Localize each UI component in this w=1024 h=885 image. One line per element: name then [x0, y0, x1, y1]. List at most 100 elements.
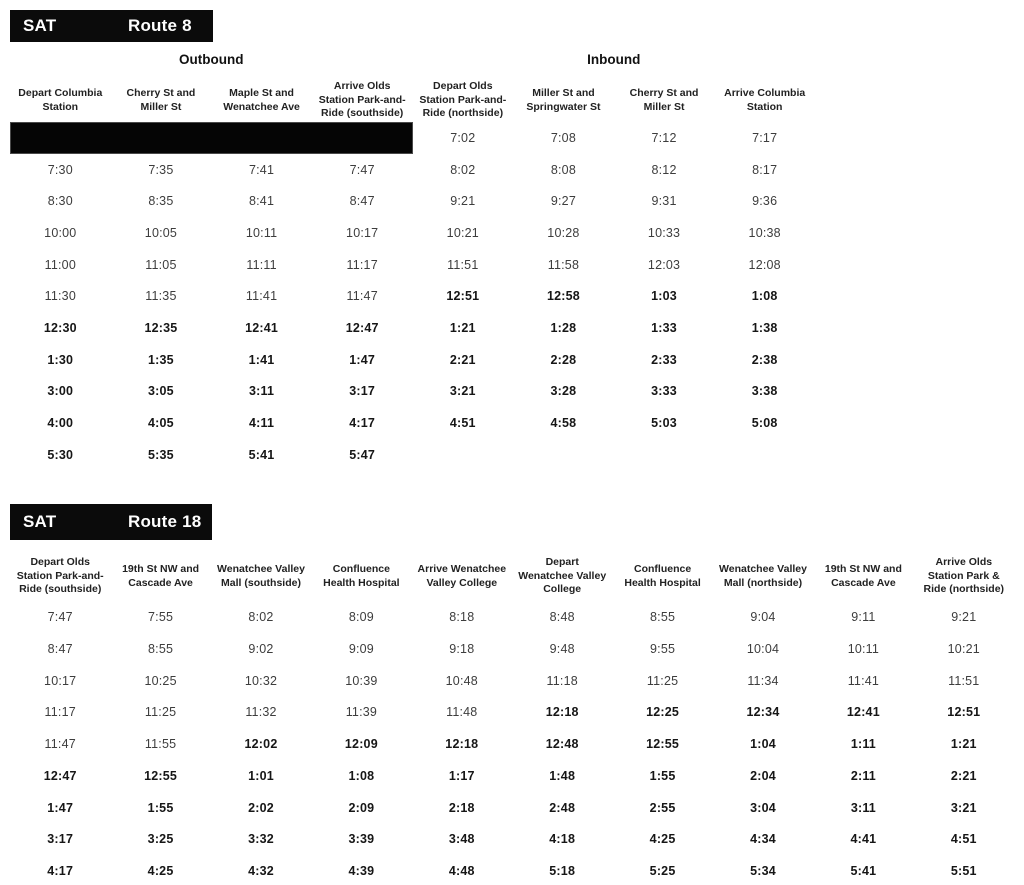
- time-cell: 7:12: [651, 130, 677, 145]
- time-cell: 7:30: [47, 162, 73, 177]
- time-cell: 5:41: [248, 447, 275, 462]
- time-cell: 4:41: [850, 832, 877, 847]
- time-cell: 1:38: [751, 320, 778, 335]
- time-cell: 3:05: [148, 384, 174, 399]
- direction-labels: Outbound Inbound: [10, 52, 815, 69]
- time-cell: 1:35: [148, 352, 174, 367]
- time-cell: 1:28: [550, 320, 577, 335]
- time-cell: 2:02: [248, 800, 274, 815]
- time-cell: 2:48: [549, 800, 576, 815]
- time-cell: 7:41: [248, 162, 275, 177]
- time-cell: [714, 439, 815, 471]
- time-cell: 12:47: [43, 768, 77, 783]
- time-cell: 9:36: [752, 194, 778, 209]
- time-cell: 5:41: [850, 863, 877, 878]
- time-cell: 10:04: [746, 642, 780, 657]
- time-cell: 5:47: [349, 447, 376, 462]
- column-header: Depart Olds Station Park-and- Ride (souths…: [16, 556, 104, 596]
- time-cell: 12:18: [545, 705, 579, 720]
- time-cell: 8:09: [348, 610, 374, 625]
- route8-grid: Depart Columbia Station Cherry St and Mille…: [10, 69, 815, 471]
- time-cell: 1:17: [448, 768, 475, 783]
- time-cell: 3:48: [448, 832, 475, 847]
- time-cell: 1:33: [651, 320, 677, 335]
- time-cell: 12:48: [545, 737, 579, 752]
- column-header: Arrive Olds Station Park & Ride (northside…: [923, 556, 1005, 596]
- time-cell: 12:55: [144, 768, 178, 783]
- time-cell: 2:11: [850, 768, 876, 783]
- time-cell: 4:17: [47, 863, 74, 878]
- time-cell: 11:41: [245, 289, 278, 304]
- time-cell: 11:51: [948, 673, 980, 688]
- time-cell: 12:41: [846, 705, 880, 720]
- time-cell: 2:21: [950, 768, 977, 783]
- time-cell: 11:17: [346, 257, 378, 272]
- time-cell: 4:25: [649, 832, 676, 847]
- time-cell: 9:02: [248, 642, 274, 657]
- time-cell: 4:11: [248, 416, 275, 431]
- time-cell: 5:18: [549, 863, 576, 878]
- time-cell: 1:04: [750, 737, 776, 752]
- time-cell: 9:04: [750, 610, 776, 625]
- time-cell: 4:34: [750, 832, 776, 847]
- column-header: Confluence Health Hospital: [323, 562, 400, 589]
- time-cell: 1:47: [349, 352, 376, 367]
- time-cell: 4:05: [148, 416, 174, 431]
- time-cell: 12:18: [445, 737, 479, 752]
- time-cell: 11:32: [245, 705, 277, 720]
- time-cell: 8:17: [752, 162, 778, 177]
- time-cell: 12:02: [244, 737, 278, 752]
- time-cell: 4:00: [47, 416, 74, 431]
- time-cell: 3:38: [751, 384, 778, 399]
- time-cell: 11:58: [547, 257, 580, 272]
- time-cell: 9:48: [549, 642, 575, 657]
- time-cell: 10:11: [847, 642, 880, 657]
- time-cell: 7:35: [148, 162, 174, 177]
- time-cell: 11:25: [144, 705, 177, 720]
- time-cell: 5:51: [950, 863, 977, 878]
- time-cell: 4:32: [248, 863, 274, 878]
- time-cell: 1:47: [47, 800, 74, 815]
- time-cell: 3:17: [349, 384, 376, 399]
- column-header: Arrive Wenatchee Valley College: [417, 562, 507, 589]
- time-cell: 3:28: [550, 384, 577, 399]
- column-header: 19th St NW and Cascade Ave: [122, 562, 200, 589]
- time-cell: 10:00: [44, 225, 77, 240]
- time-cell: 10:05: [144, 225, 178, 240]
- time-cell: 2:04: [750, 768, 776, 783]
- time-cell: [413, 439, 514, 471]
- time-cell: 3:32: [248, 832, 274, 847]
- time-cell: 4:58: [550, 416, 577, 431]
- direction-label: Outbound: [179, 52, 244, 67]
- time-cell: 11:55: [144, 737, 177, 752]
- time-cell: 12:55: [646, 737, 680, 752]
- time-cell: 4:18: [549, 832, 576, 847]
- time-cell: 8:47: [47, 642, 73, 657]
- redacted-black-bar: [10, 122, 413, 154]
- column-header: Arrive Olds Station Park-and- Ride (souths…: [318, 80, 406, 120]
- time-cell: 10:39: [345, 673, 378, 688]
- time-cell: 2:55: [649, 800, 676, 815]
- time-cell: 9:21: [450, 194, 476, 209]
- time-cell: 9:11: [851, 610, 876, 625]
- time-cell: 7:55: [148, 610, 174, 625]
- time-cell: 12:30: [43, 320, 77, 335]
- time-cell: 11:05: [145, 257, 177, 272]
- column-header: Cherry St and Miller St: [126, 86, 196, 113]
- time-cell: 10:11: [245, 225, 278, 240]
- time-cell: 11:11: [246, 257, 277, 272]
- time-cell: 5:35: [148, 447, 174, 462]
- time-cell: 4:39: [348, 863, 375, 878]
- time-cell: 8:47: [349, 194, 375, 209]
- time-cell: 3:39: [348, 832, 375, 847]
- column-header: Arrive Columbia Station: [724, 86, 806, 113]
- time-cell: 12:35: [144, 320, 178, 335]
- time-cell: 5:08: [751, 416, 778, 431]
- time-cell: 10:28: [547, 225, 580, 240]
- time-cell: 1:41: [248, 352, 275, 367]
- time-cell: 11:17: [44, 705, 76, 720]
- route8-timetable: SAT Route 8 Outbound Inbound Depart Colum…: [10, 10, 1014, 471]
- time-cell: 7:17: [752, 130, 778, 145]
- time-cell: 1:21: [950, 737, 977, 752]
- time-cell: 2:38: [751, 352, 778, 367]
